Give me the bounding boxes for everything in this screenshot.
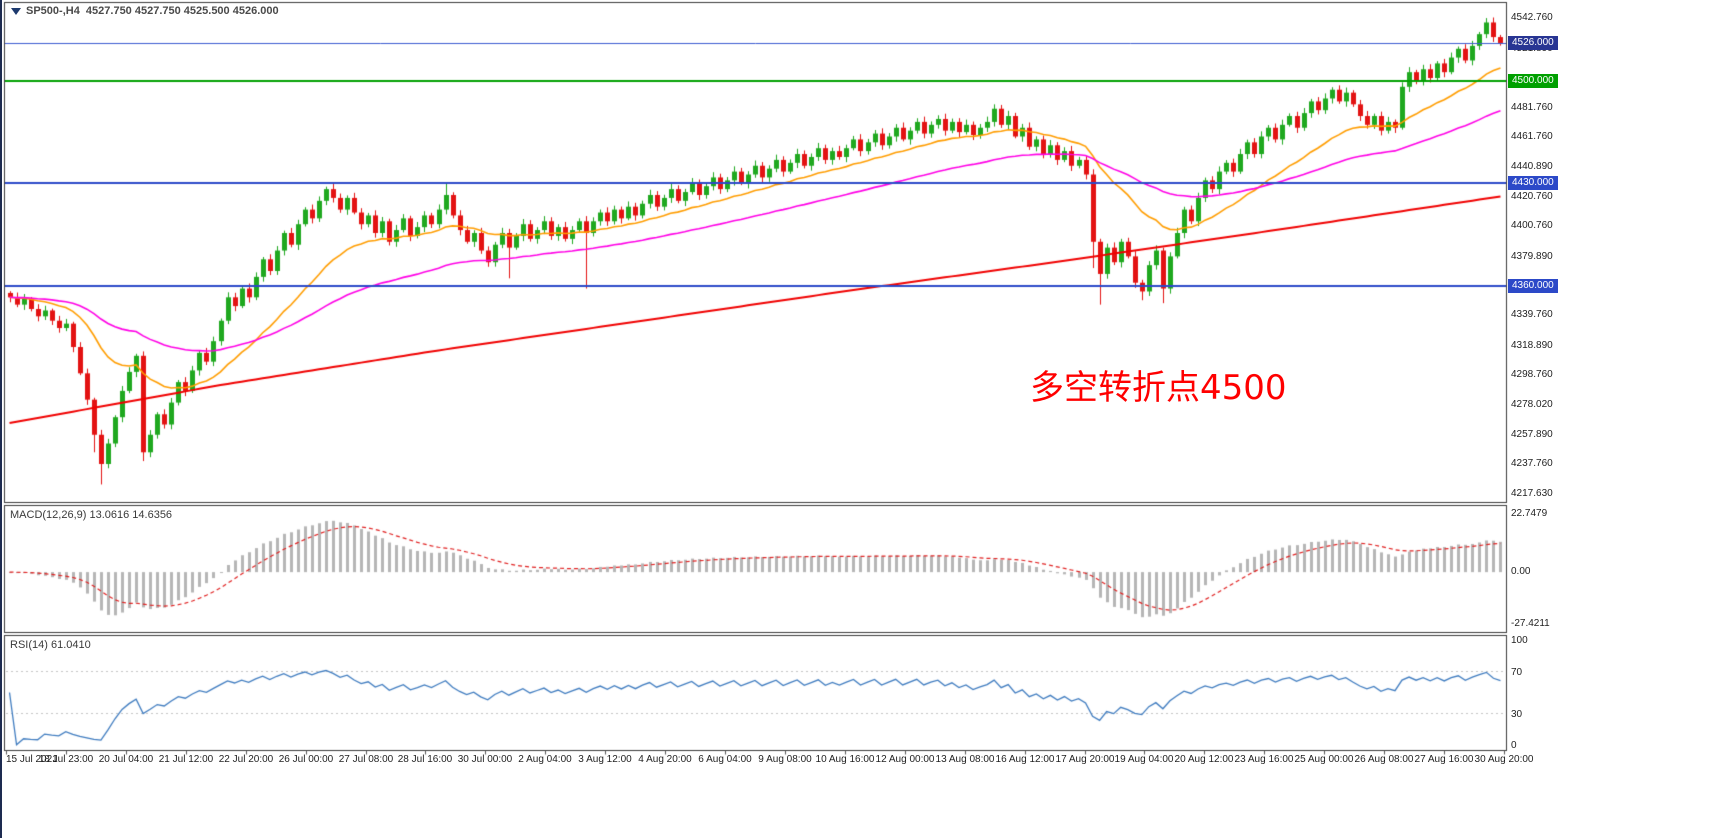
price-level-badge: 4526.000 (1508, 35, 1558, 50)
price-axis-label: 4339.760 (1511, 309, 1553, 321)
price-axis-label: 4461.760 (1511, 130, 1553, 142)
time-axis-label: 16 Aug 12:00 (995, 754, 1055, 765)
time-axis-label: 27 Jul 08:00 (338, 754, 394, 765)
time-axis-label: 26 Jul 00:00 (278, 754, 334, 765)
price-axis-label: 4257.890 (1511, 428, 1553, 440)
rsi-scale-label: 100 (1511, 635, 1528, 646)
rsi-indicator-label: RSI(14) 61.0410 (10, 639, 91, 651)
one-click-trading-arrow-icon[interactable] (11, 8, 21, 15)
time-axis-label: 23 Aug 16:00 (1234, 754, 1294, 765)
rsi-scale-label: 0 (1511, 740, 1517, 751)
price-axis-label: 4217.630 (1511, 487, 1553, 499)
price-level-badge: 4360.000 (1508, 278, 1558, 293)
time-axis-label: 17 Aug 20:00 (1055, 754, 1115, 765)
price-axis-label: 4278.020 (1511, 399, 1553, 411)
time-axis-label: 15 Jul 2021 (6, 754, 58, 765)
price-axis-label: 4237.760 (1511, 458, 1553, 470)
rsi-scale-label: 70 (1511, 666, 1523, 678)
price-axis-label: 4400.760 (1511, 220, 1553, 232)
macd-indicator-label: MACD(12,26,9) 13.0616 14.6356 (10, 509, 173, 521)
time-axis-label: 10 Aug 16:00 (815, 754, 875, 765)
price-level-badge: 4430.000 (1508, 176, 1558, 191)
time-axis-label: 18 Jul 23:00 (38, 754, 94, 765)
price-axis-label: 4318.890 (1511, 339, 1553, 351)
time-axis-label: 28 Jul 16:00 (397, 754, 453, 765)
time-axis-label: 30 Aug 20:00 (1474, 754, 1534, 765)
time-axis-label: 13 Aug 08:00 (935, 754, 995, 765)
time-axis-label: 20 Aug 12:00 (1174, 754, 1234, 765)
time-axis-label: 2 Aug 04:00 (518, 754, 572, 765)
macd-scale-label: -27.4211 (1511, 618, 1550, 629)
price-axis-label: 4481.760 (1511, 101, 1553, 113)
time-axis-label: 30 Jul 00:00 (457, 754, 513, 765)
bull-bear-turning-point-annotation: 多空转折点4500 (1030, 368, 1287, 408)
macd-scale-label: 22.7479 (1511, 508, 1548, 519)
price-axis-label: 4542.760 (1511, 12, 1553, 24)
chart-title: SP500-,H4 4527.750 4527.750 4525.500 452… (26, 5, 279, 17)
macd-scale-label: 0.00 (1511, 566, 1531, 578)
time-axis-label: 6 Aug 04:00 (698, 754, 752, 765)
price-axis-label: 4440.890 (1511, 161, 1553, 173)
time-axis-label: 27 Aug 16:00 (1414, 754, 1474, 765)
price-level-badge: 4500.000 (1508, 73, 1558, 88)
price-chart-area[interactable] (4, 2, 1507, 502)
time-axis-label: 26 Aug 08:00 (1354, 754, 1414, 765)
time-axis-label: 25 Aug 00:00 (1294, 754, 1354, 765)
time-axis-label: 12 Aug 00:00 (875, 754, 935, 765)
time-axis-label: 19 Aug 04:00 (1114, 754, 1174, 765)
time-axis-label: 20 Jul 04:00 (98, 754, 154, 765)
time-axis-label: 9 Aug 08:00 (758, 754, 812, 765)
time-axis-label: 21 Jul 12:00 (158, 754, 214, 765)
time-axis-label: 22 Jul 20:00 (218, 754, 274, 765)
price-axis-label: 4420.760 (1511, 190, 1553, 202)
time-axis-label: 3 Aug 12:00 (578, 754, 632, 765)
rsi-panel[interactable] (4, 635, 1507, 750)
macd-panel[interactable] (4, 505, 1507, 632)
price-axis-label: 4298.760 (1511, 369, 1553, 381)
time-axis-label: 4 Aug 20:00 (638, 754, 692, 765)
rsi-scale-label: 30 (1511, 708, 1523, 720)
price-axis-label: 4379.890 (1511, 250, 1553, 262)
